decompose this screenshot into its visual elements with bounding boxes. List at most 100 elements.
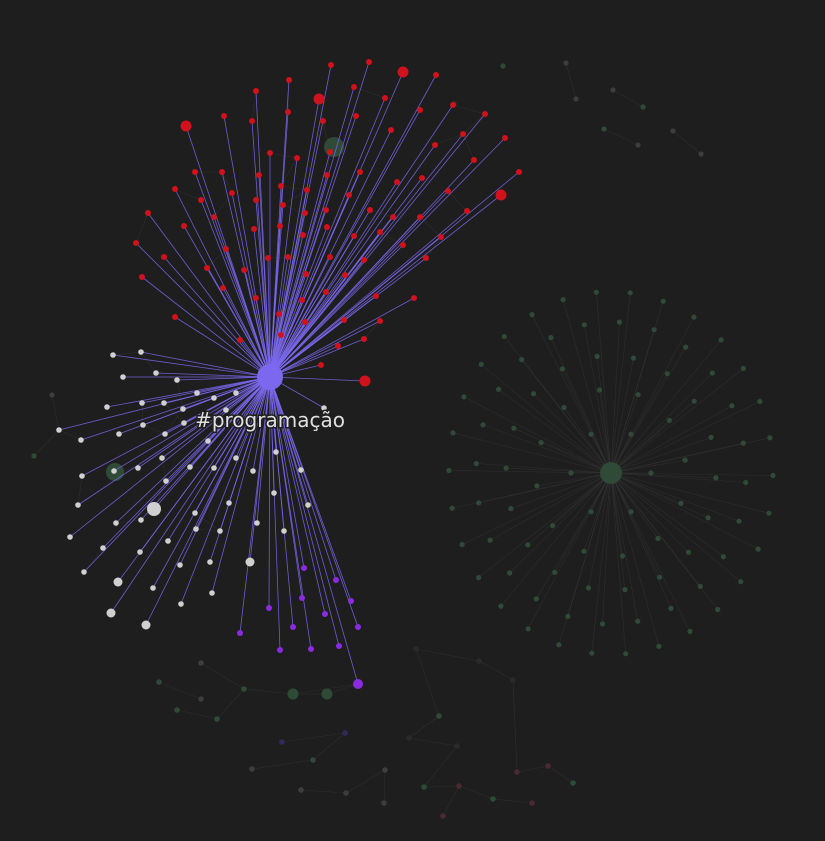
red-cluster-node[interactable] [303,271,309,277]
white-cluster-node[interactable] [75,502,81,508]
red-cluster-node[interactable] [313,93,325,105]
red-cluster-node[interactable] [320,118,326,124]
background-node[interactable] [770,472,776,479]
red-cluster-node[interactable] [400,242,406,248]
white-cluster-node[interactable] [139,400,145,406]
background-node[interactable] [709,370,715,376]
background-node[interactable] [530,391,537,397]
white-cluster-node[interactable] [281,528,287,534]
white-cluster-node[interactable] [207,559,213,565]
background-node[interactable] [648,470,654,476]
background-node[interactable] [640,104,646,110]
white-cluster-node[interactable] [113,520,119,526]
red-cluster-node[interactable] [285,254,291,260]
background-node[interactable] [623,651,629,657]
white-cluster-node[interactable] [209,590,215,596]
red-cluster-node[interactable] [464,208,470,214]
white-cluster-node[interactable] [104,404,110,410]
background-node[interactable] [570,780,576,786]
red-cluster-node[interactable] [302,319,308,325]
background-node[interactable] [561,404,567,411]
red-cluster-node[interactable] [277,223,283,229]
white-cluster-node[interactable] [223,407,229,413]
background-node[interactable] [683,344,689,350]
purple-cluster-node[interactable] [277,647,283,653]
background-node[interactable] [616,319,623,325]
background-node[interactable] [241,686,247,692]
white-cluster-node[interactable] [321,405,327,411]
red-cluster-node[interactable] [328,62,334,68]
white-cluster-node[interactable] [153,370,159,376]
background-node[interactable] [342,730,348,736]
background-node[interactable] [627,290,633,296]
red-cluster-node[interactable] [318,362,324,368]
background-node[interactable] [500,63,506,69]
red-cluster-node[interactable] [445,188,451,194]
background-node[interactable] [655,535,661,542]
background-node[interactable] [718,337,724,343]
background-node[interactable] [324,137,344,157]
red-cluster-node[interactable] [192,169,198,175]
background-node[interactable] [498,603,504,609]
background-node[interactable] [529,800,535,806]
red-cluster-node[interactable] [253,197,259,203]
red-cluster-node[interactable] [373,293,379,299]
white-cluster-node[interactable] [273,449,279,455]
background-node[interactable] [525,626,531,632]
purple-cluster-node[interactable] [322,611,328,617]
background-node[interactable] [456,783,462,789]
background-node[interactable] [198,696,204,702]
background-node[interactable] [708,434,714,440]
red-cluster-node[interactable] [181,223,187,229]
background-node[interactable] [287,688,299,700]
red-cluster-node[interactable] [302,210,308,216]
background-node[interactable] [599,621,606,627]
red-cluster-node[interactable] [417,214,423,220]
red-cluster-node[interactable] [299,297,305,303]
red-cluster-node[interactable] [341,317,347,323]
background-node[interactable] [406,735,412,741]
background-node[interactable] [538,440,544,446]
white-cluster-node[interactable] [165,538,171,544]
red-cluster-node[interactable] [172,314,178,320]
background-node[interactable] [563,60,569,66]
white-cluster-node[interactable] [305,502,311,508]
white-cluster-node[interactable] [81,569,87,575]
red-cluster-node[interactable] [324,224,330,230]
background-node[interactable] [738,579,744,585]
red-cluster-node[interactable] [324,172,330,178]
red-cluster-node[interactable] [390,214,396,220]
white-cluster-node[interactable] [250,468,256,474]
red-cluster-node[interactable] [294,155,300,161]
background-node[interactable] [619,553,626,559]
background-node[interactable] [656,643,662,649]
background-node[interactable] [678,500,684,506]
background-node[interactable] [480,422,486,428]
background-node[interactable] [310,757,316,763]
white-cluster-node[interactable] [254,520,260,526]
white-cluster-node[interactable] [138,517,144,523]
red-cluster-node[interactable] [327,149,333,155]
red-cluster-node[interactable] [229,190,235,196]
background-node[interactable] [507,570,513,576]
background-node[interactable] [705,515,711,521]
red-cluster-node[interactable] [278,332,284,338]
background-node[interactable] [691,398,697,404]
white-cluster-node[interactable] [138,349,144,355]
white-cluster-node[interactable] [211,395,217,401]
background-node[interactable] [321,688,333,700]
background-node[interactable] [476,575,482,581]
purple-cluster-node[interactable] [299,595,305,601]
background-node[interactable] [622,587,628,593]
white-cluster-node[interactable] [163,478,169,484]
red-cluster-node[interactable] [253,88,259,94]
background-node[interactable] [729,403,735,409]
red-cluster-node[interactable] [133,240,139,246]
white-cluster-node[interactable] [113,577,123,587]
background-node[interactable] [508,506,514,512]
background-node[interactable] [436,713,442,719]
background-node[interactable] [552,569,558,575]
white-cluster-node[interactable] [159,455,165,461]
background-node[interactable] [548,335,554,341]
background-node[interactable] [628,431,634,437]
